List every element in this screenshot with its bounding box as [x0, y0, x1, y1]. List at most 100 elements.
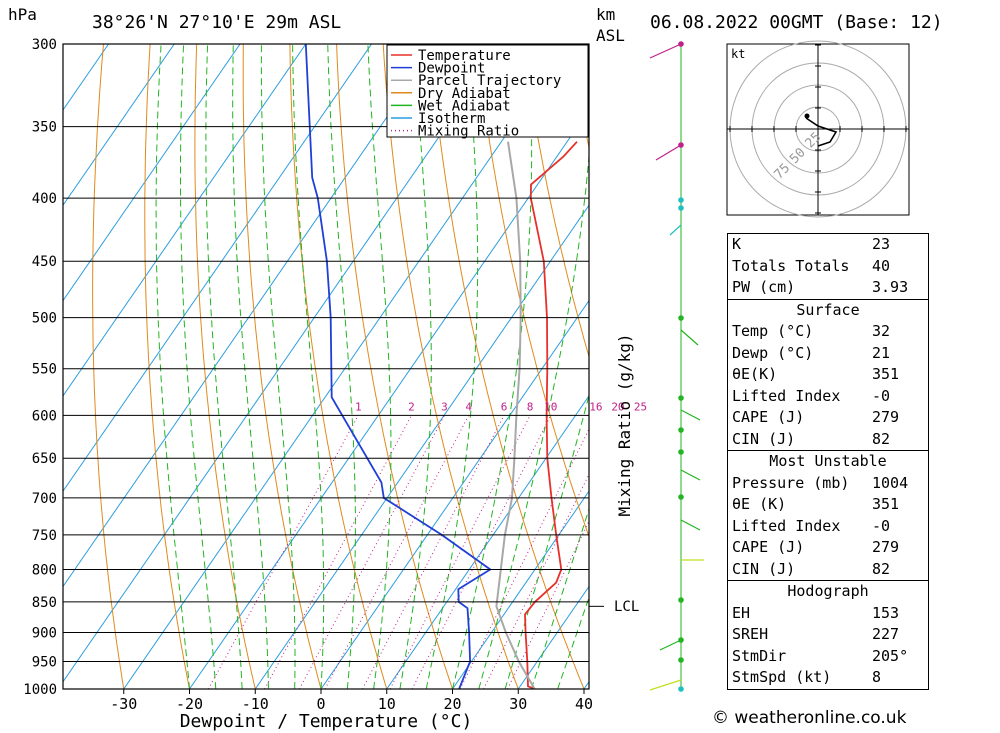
- index-value: 1004: [872, 473, 909, 492]
- isotherm-line: [320, 299, 589, 689]
- wet-adiabat-line: [530, 507, 589, 689]
- index-value: 153: [872, 603, 900, 622]
- lcl-label: LCL: [614, 599, 639, 615]
- index-value: 279: [872, 538, 900, 556]
- pressure-unit: hPa: [8, 5, 37, 24]
- isotherm-line: [63, 44, 504, 683]
- pressure-tick-label: 350: [32, 120, 57, 136]
- index-label: CIN (J): [732, 429, 796, 448]
- index-label: StmDir: [732, 646, 787, 665]
- index-label: PW (cm): [732, 278, 796, 296]
- mixing-ratio-label: 4: [465, 400, 472, 413]
- wind-level-marker: [678, 205, 684, 211]
- index-value: 23: [872, 235, 891, 253]
- wet-adiabat-line: [205, 44, 243, 689]
- index-row: CAPE (J) 279: [728, 407, 928, 429]
- wind-level-marker: [678, 395, 684, 401]
- datetime-title: 06.08.2022 00GMT (Base: 12): [650, 12, 943, 33]
- pressure-tick-label: 1000: [23, 682, 57, 698]
- legend-entry: Dry Adiabat: [418, 86, 511, 102]
- wet-adiabat-line: [557, 596, 589, 689]
- index-label: K: [732, 235, 742, 253]
- index-row: CIN (J) 82: [728, 559, 928, 581]
- index-value: 82: [872, 429, 891, 448]
- index-label: θE (K): [732, 495, 787, 513]
- mixing-ratio-label: 3: [441, 400, 448, 413]
- pressure-tick-label: 800: [32, 562, 57, 578]
- wind-barb: [680, 469, 701, 481]
- index-label: Lifted Index: [732, 516, 841, 535]
- legend-entry: Temperature: [418, 48, 511, 64]
- index-label: Pressure (mb): [732, 473, 850, 492]
- wind-level-marker: [678, 494, 684, 500]
- temperature-tick-label: -30: [110, 695, 137, 713]
- index-row: Temp (°C) 32: [728, 321, 928, 343]
- series-line-parcel-trajectory: [495, 141, 536, 689]
- wind-barb: [655, 144, 682, 161]
- mixing-ratio-label: 16: [589, 400, 602, 413]
- wind-barb: [680, 519, 701, 531]
- temperature-tick-label: 30: [509, 695, 527, 713]
- index-label: EH: [732, 603, 751, 622]
- index-row: Lifted Index -0: [728, 516, 928, 538]
- isotherm-line: [386, 395, 589, 689]
- dry-adiabat-line: [144, 44, 190, 689]
- index-value: 205°: [872, 646, 909, 665]
- index-label: StmSpd (kt): [732, 668, 832, 686]
- index-value: 21: [872, 343, 891, 362]
- index-row: θE (K) 351: [728, 494, 928, 516]
- hodograph-indices: EH 153 SREH 227 StmDir 205° StmSpd (kt) 8: [728, 603, 928, 689]
- pressure-tick-label: 750: [32, 528, 57, 544]
- mixing-ratio-label: 8: [527, 400, 534, 413]
- mixing-ratio-line: [507, 520, 589, 689]
- most-unstable-indices: Pressure (mb) 1004 θE (K) 351 Lifted Index -0…: [728, 473, 928, 581]
- pressure-tick-label: 900: [32, 626, 57, 642]
- temperature-tick-label: 0: [316, 695, 325, 713]
- index-label: CAPE (J): [732, 408, 805, 426]
- index-value: 40: [872, 256, 891, 275]
- mixing-ratio-axis-label: Mixing Ratio (g/kg): [615, 333, 634, 516]
- height-unit-km: km: [596, 5, 615, 24]
- mixing-ratio-line: [483, 473, 589, 689]
- wind-barb: [649, 679, 682, 691]
- temperature-tick-label: 10: [378, 695, 396, 713]
- index-value: 82: [872, 559, 891, 578]
- index-label: CIN (J): [732, 559, 796, 578]
- wind-level-marker: [678, 315, 684, 321]
- mixing-ratio-line: [459, 427, 589, 689]
- index-value: 8: [872, 668, 882, 686]
- mixing-ratio-line: [207, 415, 359, 689]
- isotherm-line: [254, 204, 589, 689]
- pressure-tick-label: 550: [32, 362, 57, 378]
- legend-entry: Parcel Trajectory: [418, 73, 561, 89]
- index-row: Dewp (°C) 21: [728, 343, 928, 365]
- index-row: Lifted Index -0: [728, 386, 928, 408]
- hodograph-header: Hodograph: [728, 580, 928, 603]
- index-label: Lifted Index: [732, 386, 841, 405]
- isotherm-line: [452, 490, 589, 689]
- index-row: StmDir 205°: [728, 646, 928, 668]
- series-line-dewpoint: [304, 44, 492, 689]
- mixing-ratio-label: 10: [544, 400, 557, 413]
- index-value: -0: [872, 386, 891, 405]
- pressure-tick-label: 650: [32, 451, 57, 467]
- mixing-ratio-line: [298, 415, 445, 689]
- hodograph-unit: kt: [731, 47, 745, 61]
- mixing-ratio-line: [264, 415, 412, 689]
- mixing-ratio-label: 1: [355, 400, 362, 413]
- isotherm-line: [189, 109, 589, 689]
- index-value: 351: [872, 365, 900, 383]
- wind-level-marker: [678, 686, 684, 692]
- isotherm-line: [63, 44, 438, 588]
- basic-indices: K 23 Totals Totals 40 PW (cm) 3.93: [728, 234, 928, 299]
- index-row: CIN (J) 82: [728, 429, 928, 451]
- legend-box: [386, 44, 589, 138]
- wet-adiabat-line: [478, 151, 589, 689]
- wet-adiabat-line: [180, 44, 217, 689]
- wet-adiabat-line: [504, 393, 589, 689]
- plot-frame: [62, 43, 590, 690]
- isotherm-line: [63, 44, 241, 302]
